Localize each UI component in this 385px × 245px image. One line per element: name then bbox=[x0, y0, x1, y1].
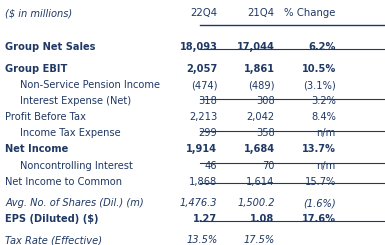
Text: (474): (474) bbox=[191, 80, 218, 90]
Text: 2,042: 2,042 bbox=[246, 112, 275, 122]
Text: 17,044: 17,044 bbox=[237, 42, 275, 52]
Text: Non-Service Pension Income: Non-Service Pension Income bbox=[20, 80, 161, 90]
Text: n/m: n/m bbox=[316, 128, 336, 138]
Text: 358: 358 bbox=[256, 128, 275, 138]
Text: 46: 46 bbox=[205, 160, 218, 171]
Text: 17.6%: 17.6% bbox=[302, 214, 336, 224]
Text: 1,476.3: 1,476.3 bbox=[180, 198, 218, 208]
Text: Profit Before Tax: Profit Before Tax bbox=[5, 112, 86, 122]
Text: n/m: n/m bbox=[316, 160, 336, 171]
Text: Group Net Sales: Group Net Sales bbox=[5, 42, 96, 52]
Text: 1.27: 1.27 bbox=[193, 214, 218, 224]
Text: 318: 318 bbox=[199, 96, 218, 106]
Text: 22Q4: 22Q4 bbox=[190, 8, 218, 18]
Text: 1,684: 1,684 bbox=[244, 145, 275, 154]
Text: 299: 299 bbox=[199, 128, 218, 138]
Text: 1,500.2: 1,500.2 bbox=[237, 198, 275, 208]
Text: % Change: % Change bbox=[285, 8, 336, 18]
Text: 1,614: 1,614 bbox=[246, 177, 275, 187]
Text: Interest Expense (Net): Interest Expense (Net) bbox=[20, 96, 132, 106]
Text: 13.7%: 13.7% bbox=[302, 145, 336, 154]
Text: 70: 70 bbox=[262, 160, 275, 171]
Text: (1.6%): (1.6%) bbox=[303, 198, 336, 208]
Text: 18,093: 18,093 bbox=[179, 42, 218, 52]
Text: Net Income: Net Income bbox=[5, 145, 69, 154]
Text: Net Income to Common: Net Income to Common bbox=[5, 177, 122, 187]
Text: 1,914: 1,914 bbox=[186, 145, 218, 154]
Text: 1,861: 1,861 bbox=[244, 64, 275, 74]
Text: 2,057: 2,057 bbox=[186, 64, 218, 74]
Text: 3.2%: 3.2% bbox=[311, 96, 336, 106]
Text: 17.5%: 17.5% bbox=[243, 235, 275, 245]
Text: 13.5%: 13.5% bbox=[186, 235, 218, 245]
Text: (489): (489) bbox=[248, 80, 275, 90]
Text: EPS (Diluted) ($): EPS (Diluted) ($) bbox=[5, 214, 99, 224]
Text: 21Q4: 21Q4 bbox=[248, 8, 275, 18]
Text: 308: 308 bbox=[256, 96, 275, 106]
Text: Group EBIT: Group EBIT bbox=[5, 64, 68, 74]
Text: 2,213: 2,213 bbox=[189, 112, 218, 122]
Text: 1,868: 1,868 bbox=[189, 177, 218, 187]
Text: 15.7%: 15.7% bbox=[305, 177, 336, 187]
Text: 10.5%: 10.5% bbox=[301, 64, 336, 74]
Text: 6.2%: 6.2% bbox=[308, 42, 336, 52]
Text: ($ in millions): ($ in millions) bbox=[5, 8, 72, 18]
Text: 1.08: 1.08 bbox=[250, 214, 275, 224]
Text: Tax Rate (Effective): Tax Rate (Effective) bbox=[5, 235, 102, 245]
Text: Noncontrolling Interest: Noncontrolling Interest bbox=[20, 160, 133, 171]
Text: Avg. No. of Shares (Dil.) (m): Avg. No. of Shares (Dil.) (m) bbox=[5, 198, 144, 208]
Text: (3.1%): (3.1%) bbox=[303, 80, 336, 90]
Text: 8.4%: 8.4% bbox=[311, 112, 336, 122]
Text: Income Tax Expense: Income Tax Expense bbox=[20, 128, 121, 138]
